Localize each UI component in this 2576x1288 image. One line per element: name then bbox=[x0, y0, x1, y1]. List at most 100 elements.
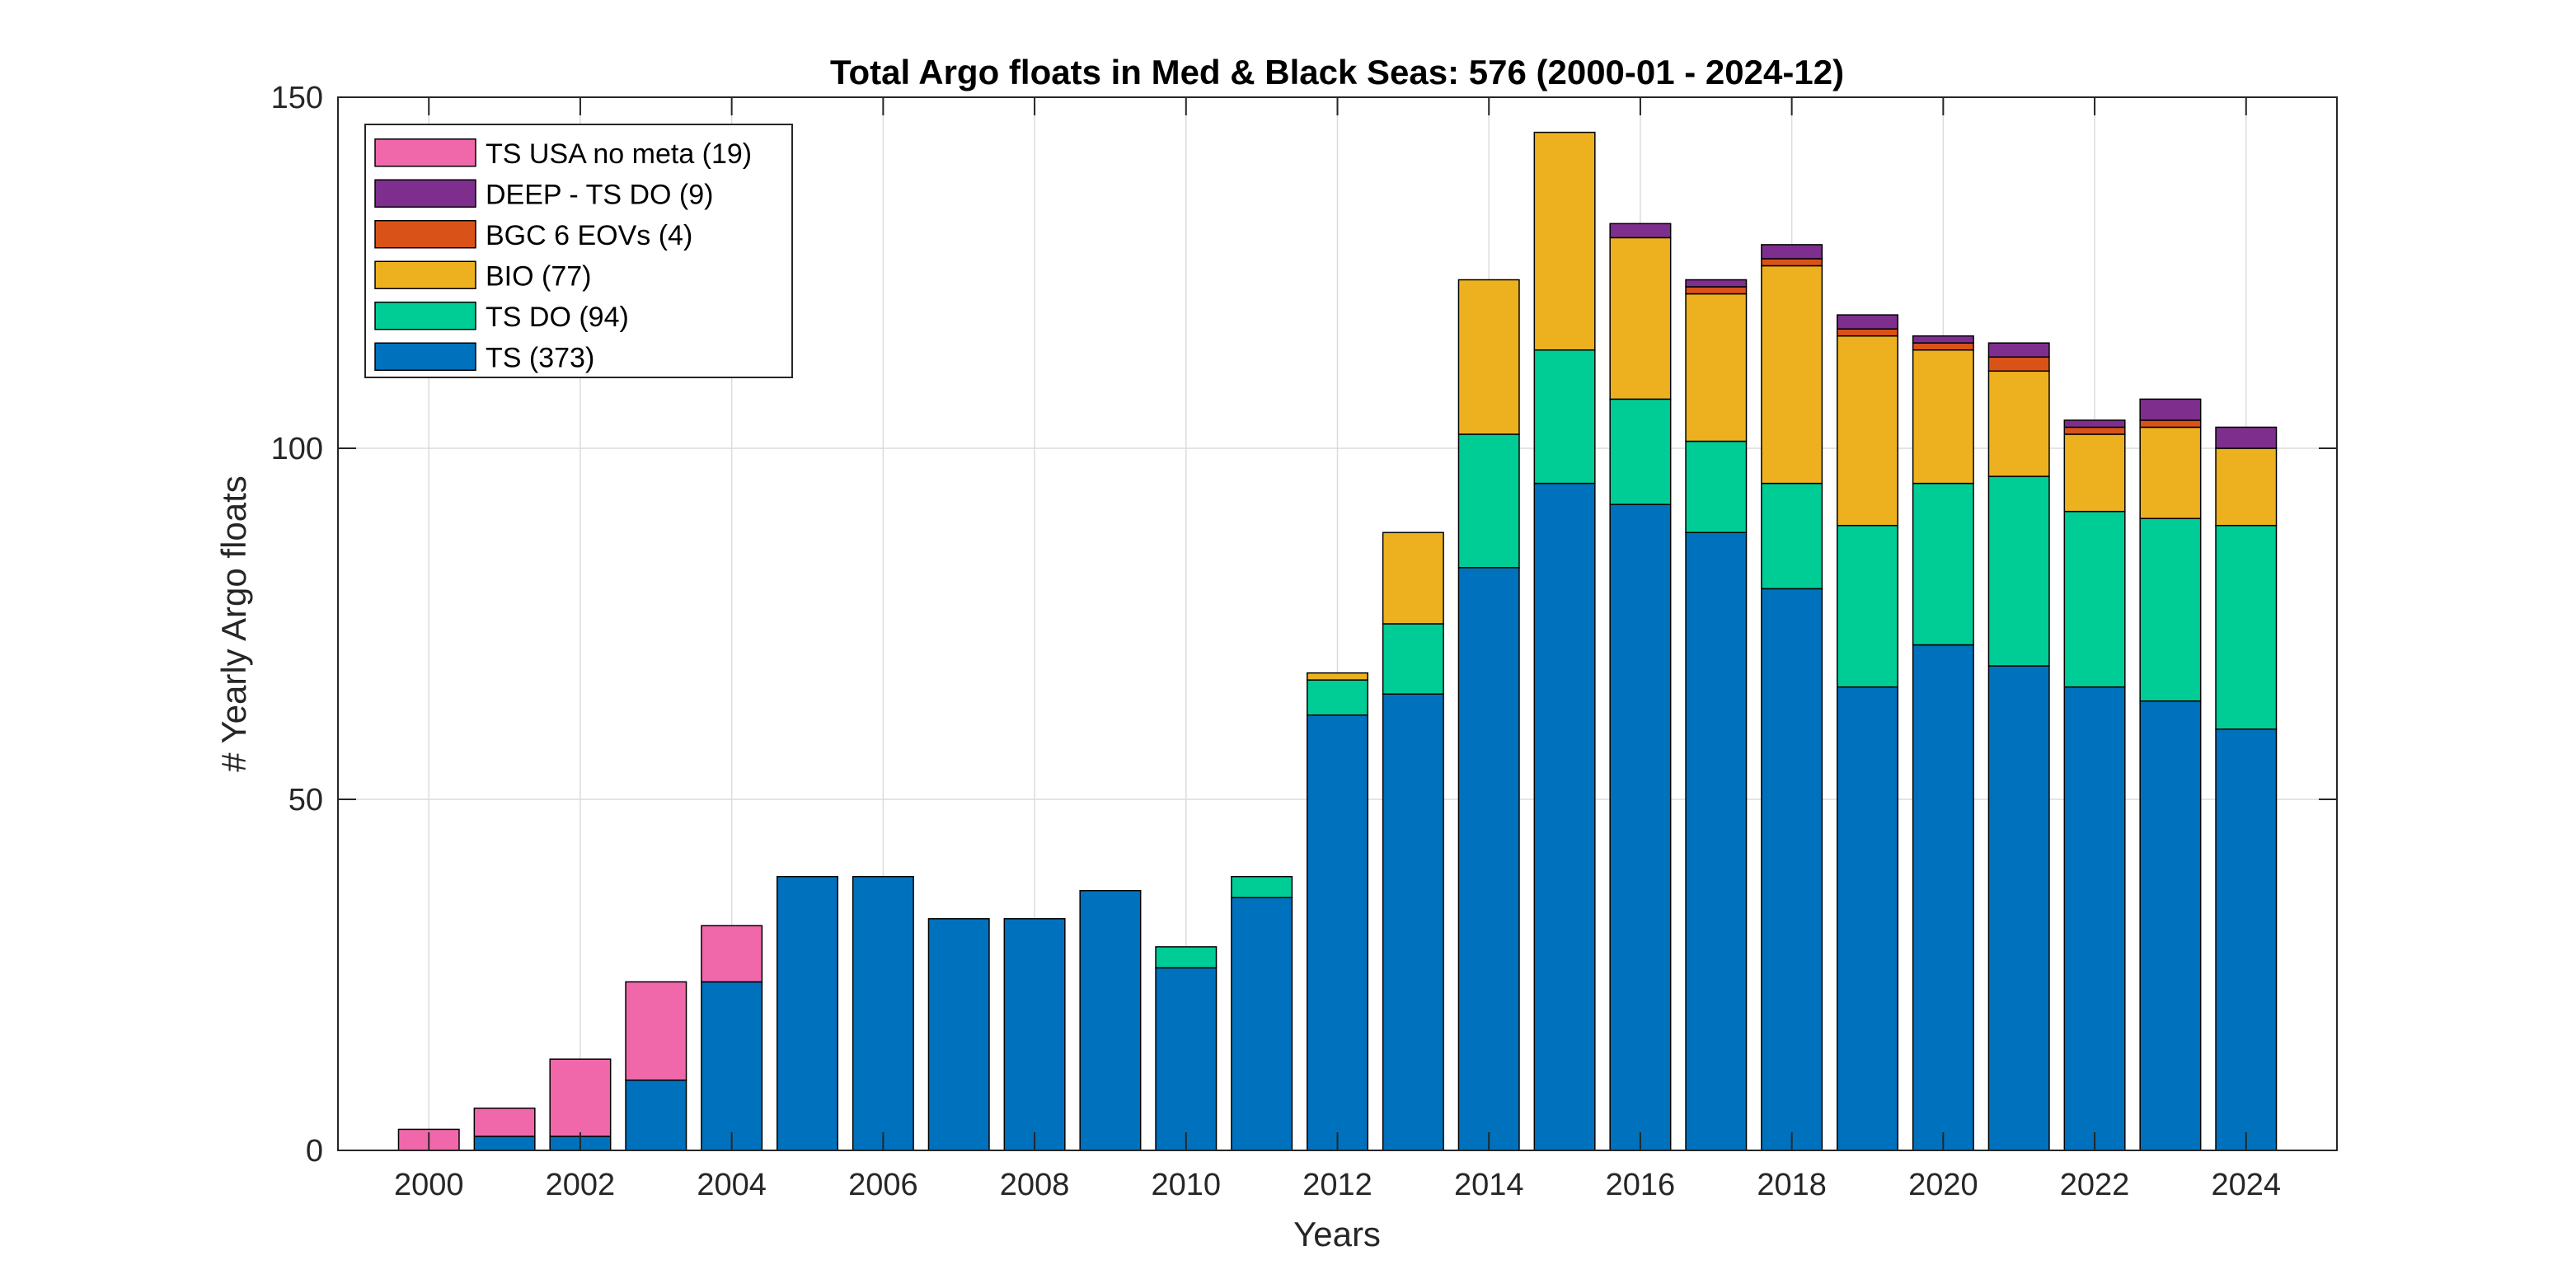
x-tick-label: 2014 bbox=[1454, 1168, 1524, 1202]
bar-segment bbox=[1837, 524, 1898, 688]
bar-segment bbox=[1685, 279, 1748, 288]
bar-segment bbox=[1457, 279, 1520, 435]
bar-segment bbox=[1457, 433, 1520, 569]
bar-segment bbox=[1685, 440, 1748, 533]
bar-segment bbox=[1609, 222, 1672, 239]
bar-segment bbox=[2063, 433, 2126, 513]
bar-segment bbox=[1231, 897, 1293, 1151]
bar-segment bbox=[1761, 265, 1823, 485]
bar-segment bbox=[1837, 686, 1898, 1151]
x-tick-label: 2024 bbox=[2211, 1168, 2281, 1202]
x-tick-label: 2018 bbox=[1757, 1168, 1827, 1202]
bar-segment bbox=[2215, 447, 2278, 527]
legend-label: TS USA no meta (19) bbox=[486, 138, 752, 170]
bar-segment bbox=[1609, 503, 1672, 1151]
legend-swatch bbox=[374, 179, 476, 208]
bar-segment bbox=[2139, 419, 2202, 429]
x-tick-label: 2012 bbox=[1302, 1168, 1372, 1202]
bar-segment bbox=[1987, 475, 2050, 667]
legend-label: TS (373) bbox=[486, 342, 594, 373]
y-tick-label: 50 bbox=[289, 783, 323, 817]
bar-segment bbox=[1307, 672, 1368, 681]
legend-swatch bbox=[374, 138, 476, 167]
bar-segment bbox=[1987, 342, 2050, 358]
x-axis-title: Years bbox=[1293, 1215, 1381, 1253]
bar-segment bbox=[1761, 588, 1823, 1151]
bar-segment bbox=[2139, 700, 2202, 1151]
legend-swatch bbox=[374, 342, 476, 371]
bar-segment bbox=[2215, 524, 2278, 730]
y-axis-title: # Yearly Argo floats bbox=[214, 475, 253, 772]
legend: TS USA no meta (19) DEEP - TS DO (9) BGC 6… bbox=[364, 124, 793, 378]
bar-segment bbox=[1307, 679, 1368, 716]
bar-segment bbox=[2139, 398, 2202, 421]
x-tick-label: 2022 bbox=[2060, 1168, 2130, 1202]
bar-segment bbox=[1003, 918, 1066, 1151]
x-tick-label: 2020 bbox=[1908, 1168, 1978, 1202]
legend-label: BIO (77) bbox=[486, 260, 591, 292]
bar-segment bbox=[1987, 356, 2050, 372]
bar-segment bbox=[1155, 946, 1218, 969]
bar-segment bbox=[1609, 237, 1672, 400]
bar-segment bbox=[1912, 349, 1974, 485]
bar-segment bbox=[2215, 426, 2278, 449]
axis-ticks bbox=[338, 96, 2337, 1151]
bar-segment bbox=[1837, 335, 1898, 527]
bar-segment bbox=[625, 1080, 687, 1151]
y-tick-label: 0 bbox=[306, 1134, 323, 1169]
bar-segment bbox=[1685, 532, 1748, 1151]
bar-segment bbox=[1533, 482, 1596, 1151]
bar-segment bbox=[2139, 426, 2202, 519]
x-tick-label: 2010 bbox=[1152, 1168, 1222, 1202]
x-tick-label: 2002 bbox=[546, 1168, 616, 1202]
y-tick-label: 150 bbox=[271, 81, 323, 115]
bar-segment bbox=[1912, 482, 1974, 646]
bar-segment bbox=[1609, 398, 1672, 505]
bar-segment bbox=[1987, 370, 2050, 477]
bar-segment bbox=[1837, 314, 1898, 330]
bar-segment bbox=[852, 875, 914, 1151]
x-tick-label: 2008 bbox=[1000, 1168, 1070, 1202]
bar-segment bbox=[1382, 623, 1444, 695]
chart-title: Total Argo floats in Med & Black Seas: 5… bbox=[830, 53, 1844, 91]
legend-label: BGC 6 EOVs (4) bbox=[486, 220, 692, 251]
bar-segment bbox=[473, 1136, 536, 1151]
bar-segment bbox=[927, 918, 990, 1151]
bar-segment bbox=[1457, 567, 1520, 1151]
x-tick-label: 2004 bbox=[697, 1168, 767, 1202]
bar-segment bbox=[2063, 686, 2126, 1151]
bar-segment bbox=[1761, 244, 1823, 260]
bar-segment bbox=[1079, 890, 1142, 1151]
bar-segment bbox=[1533, 349, 1596, 485]
bar-segment bbox=[473, 1108, 536, 1137]
bar-segment bbox=[1912, 335, 1974, 344]
y-tick-label: 100 bbox=[271, 432, 323, 466]
legend-label: DEEP - TS DO (9) bbox=[486, 179, 713, 210]
bar-segment bbox=[2063, 510, 2126, 688]
bar-segment bbox=[1307, 714, 1368, 1151]
bar-segment bbox=[1155, 967, 1218, 1151]
bar-segment bbox=[1685, 293, 1748, 443]
x-tick-label: 2006 bbox=[848, 1168, 918, 1202]
bar-segment bbox=[549, 1058, 612, 1137]
x-tick-label: 2016 bbox=[1606, 1168, 1676, 1202]
bar-segment bbox=[2215, 728, 2278, 1151]
bar-segment bbox=[1382, 532, 1444, 625]
x-tick-label: 2000 bbox=[394, 1168, 464, 1202]
bar-segment bbox=[2139, 518, 2202, 702]
bar-segment bbox=[701, 981, 763, 1151]
bar-segment bbox=[1533, 131, 1596, 351]
legend-label: TS DO (94) bbox=[486, 302, 629, 333]
bar-segment bbox=[1685, 286, 1748, 295]
bar-segment bbox=[2063, 426, 2126, 435]
bar-segment bbox=[1987, 665, 2050, 1151]
bar-segment bbox=[701, 925, 763, 983]
bar-segment bbox=[1382, 693, 1444, 1151]
bar-segment bbox=[1761, 258, 1823, 267]
bar-segment bbox=[777, 875, 838, 1151]
bar-segment bbox=[2063, 419, 2126, 429]
legend-swatch bbox=[374, 260, 476, 289]
bar-segment bbox=[1231, 875, 1293, 899]
bar-segment bbox=[1912, 644, 1974, 1151]
